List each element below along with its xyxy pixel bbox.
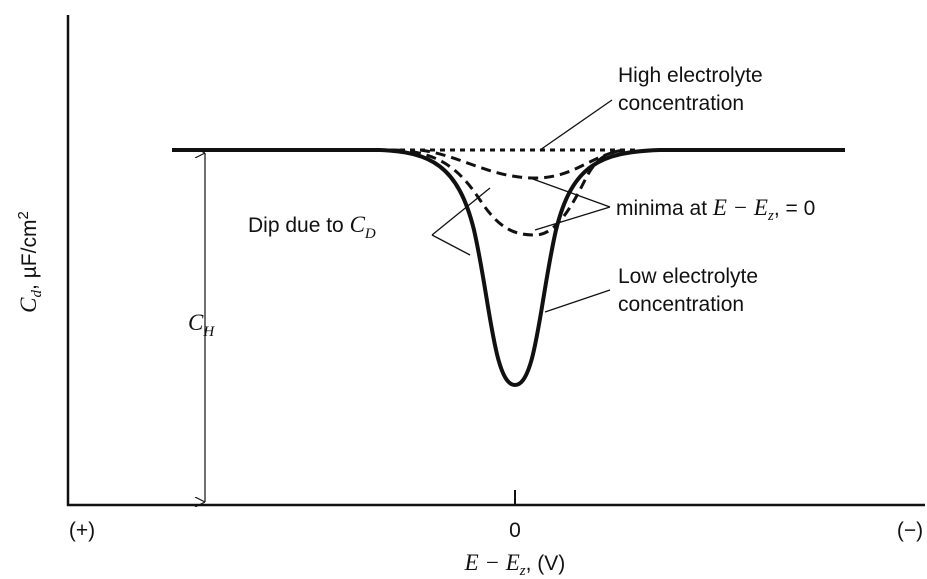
y-axis-label: Cd, µF/cm2 xyxy=(15,211,45,313)
text: , = 0 xyxy=(774,197,815,220)
subscript: H xyxy=(202,324,215,340)
x-tick-label: 0 xyxy=(509,519,521,542)
medium-concentration-curve xyxy=(394,148,626,237)
subscript: z xyxy=(767,208,774,224)
symbol: E − E xyxy=(712,195,768,220)
subscript: z xyxy=(519,563,526,579)
leader-line xyxy=(431,234,471,256)
low-concentration-curve xyxy=(172,148,845,388)
subscript: D xyxy=(364,226,376,242)
annotation: concentration xyxy=(618,92,744,115)
leader-line xyxy=(431,187,491,236)
annotation: concentration xyxy=(618,293,744,316)
x-tick-label: (+) xyxy=(69,519,95,542)
symbol: E − E xyxy=(464,550,520,575)
annotation: minima at E − Ez, = 0 xyxy=(616,195,815,224)
leader-line xyxy=(544,289,611,313)
x-tick-label: (−) xyxy=(897,519,923,542)
text: , µF/cm xyxy=(18,220,41,290)
annotation: High electrolyte xyxy=(618,64,763,87)
subscript: d xyxy=(29,289,45,297)
symbol: C xyxy=(188,310,204,335)
leader-line xyxy=(529,177,611,208)
annotation: CH xyxy=(188,310,215,340)
leader-line xyxy=(539,99,613,151)
text: Dip due to xyxy=(248,214,350,237)
symbol: C xyxy=(350,212,366,237)
annotation: Dip due to CD xyxy=(248,212,376,242)
leader-line xyxy=(534,206,611,231)
text: , (V) xyxy=(526,552,566,575)
x-axis-label: E − Ez, (V) xyxy=(464,550,566,579)
annotation: Low electrolyte xyxy=(618,265,758,288)
symbol: C xyxy=(16,297,41,313)
superscript: 2 xyxy=(15,211,32,219)
medium-concentration-curve xyxy=(419,148,626,180)
text: minima at xyxy=(616,197,713,220)
